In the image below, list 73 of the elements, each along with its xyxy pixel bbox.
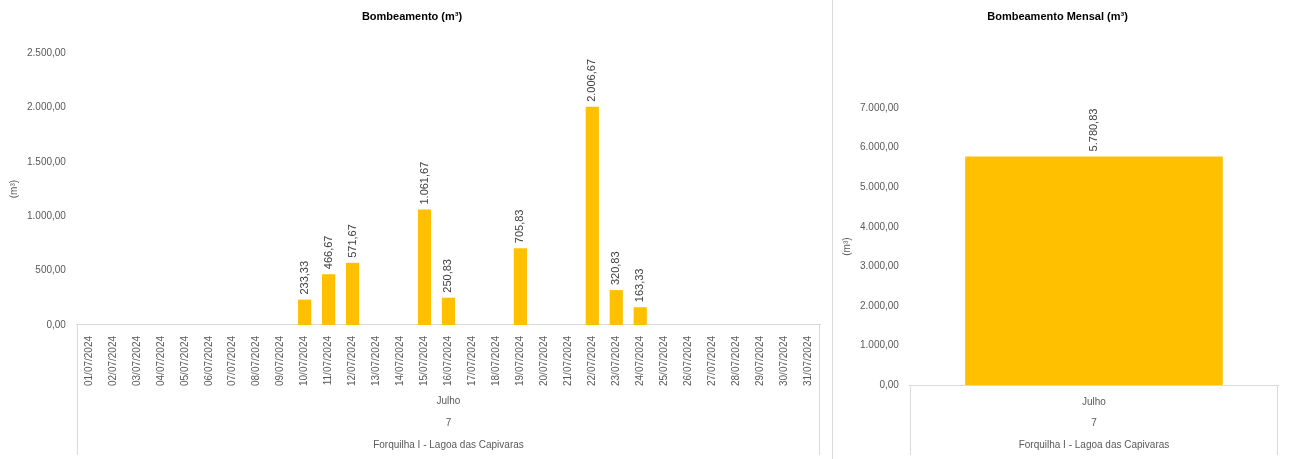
bar (298, 299, 312, 325)
y-axis-title: (m³) (7, 179, 19, 199)
data-label: 233,33 (297, 260, 310, 295)
y-tick-label: 1.000,00 (859, 339, 900, 351)
x-tick-label: 29/07/2024 (753, 335, 765, 387)
x-tick-label: 02/07/2024 (106, 335, 118, 387)
y-tick-label: 6.000,00 (859, 141, 900, 153)
y-tick-label: 1.000,00 (26, 210, 67, 221)
y-tick-label: 5.000,00 (859, 181, 900, 193)
data-label: 571,67 (345, 224, 358, 258)
y-tick-label: 2.000,00 (26, 101, 67, 113)
x-tick-label: 12/07/2024 (346, 335, 358, 387)
x-tick-label: 07/07/2024 (226, 335, 238, 387)
x-tick-label: 05/07/2024 (178, 335, 190, 387)
y-tick-label: 2.000,00 (859, 299, 900, 311)
x-tick-label: 18/07/2024 (490, 335, 502, 387)
x-tick-label: 23/07/2024 (610, 335, 621, 387)
bar (345, 262, 360, 325)
x-tick-label: 27/07/2024 (705, 335, 717, 387)
x-tick-label: 24/07/2024 (633, 335, 645, 387)
x-tick-label: 31/07/2024 (801, 335, 813, 387)
chart-title: Bombeamento Mensal (m³) (987, 9, 1129, 22)
y-tick-label: 4.000,00 (859, 220, 900, 232)
x-tick-label: 30/07/2024 (777, 335, 789, 387)
x-tick-label: 09/07/2024 (274, 335, 286, 387)
x-tick-label: 25/07/2024 (657, 335, 669, 387)
data-label: 466,67 (321, 235, 334, 270)
x-tick-label: 15/07/2024 (418, 335, 430, 387)
text: Forquilha I - Lagoa das Capivaras (1018, 438, 1170, 450)
bar (513, 248, 527, 325)
data-label: 250,83 (441, 259, 454, 293)
text: 7 (445, 416, 452, 428)
x-tick-label: 01/07/2024 (82, 335, 94, 387)
data-label: 5.780,83 (1086, 108, 1099, 152)
bar (441, 297, 456, 325)
x-tick-label: 03/07/2024 (130, 335, 142, 387)
x-tick-label: 16/07/2024 (442, 335, 454, 387)
bar (585, 106, 599, 325)
x-tick-label: 21/07/2024 (562, 335, 574, 387)
x-tick-label: 28/07/2024 (729, 335, 741, 387)
data-label: 163,33 (633, 268, 646, 303)
bar (633, 307, 647, 325)
x-tick-label: 06/07/2024 (202, 335, 214, 387)
x-tick-label: 13/07/2024 (370, 335, 382, 387)
x-tick-label: 08/07/2024 (250, 335, 262, 387)
y-axis-title: (m³) (840, 237, 852, 256)
text: 7 (1091, 416, 1098, 428)
data-label: 2.006,67 (585, 59, 598, 102)
data-label: 320,83 (609, 251, 622, 286)
y-tick-label: 1.500,00 (26, 155, 67, 167)
bar (609, 290, 623, 325)
chart-title: Bombeamento (m³) (361, 9, 463, 22)
text: Forquilha I - Lagoa das Capivaras (373, 438, 524, 450)
x-tick-label: 17/07/2024 (466, 335, 478, 387)
text: Julho (436, 394, 461, 406)
x-tick-label: 10/07/2024 (298, 335, 310, 387)
bar (417, 209, 432, 325)
x-tick-label: 20/07/2024 (538, 335, 550, 387)
bar (322, 274, 336, 325)
data-label: 705,83 (513, 209, 526, 244)
x-tick-label: 04/07/2024 (154, 335, 166, 387)
x-tick-label: 26/07/2024 (681, 335, 693, 387)
y-tick-label: 0,00 (46, 318, 67, 330)
y-tick-label: 500,00 (35, 264, 67, 276)
data-label: 1.061,67 (417, 161, 430, 205)
y-tick-label: 0,00 (879, 378, 900, 390)
y-tick-label: 3.000,00 (859, 260, 900, 272)
x-tick-label: 14/07/2024 (394, 335, 406, 387)
x-tick-label: 19/07/2024 (514, 335, 526, 387)
y-tick-label: 7.000,00 (859, 101, 900, 113)
x-tick-label: 22/07/2024 (586, 335, 598, 387)
x-tick-label: 11/07/2024 (322, 335, 334, 386)
y-tick-label: 2.500,00 (26, 46, 67, 58)
